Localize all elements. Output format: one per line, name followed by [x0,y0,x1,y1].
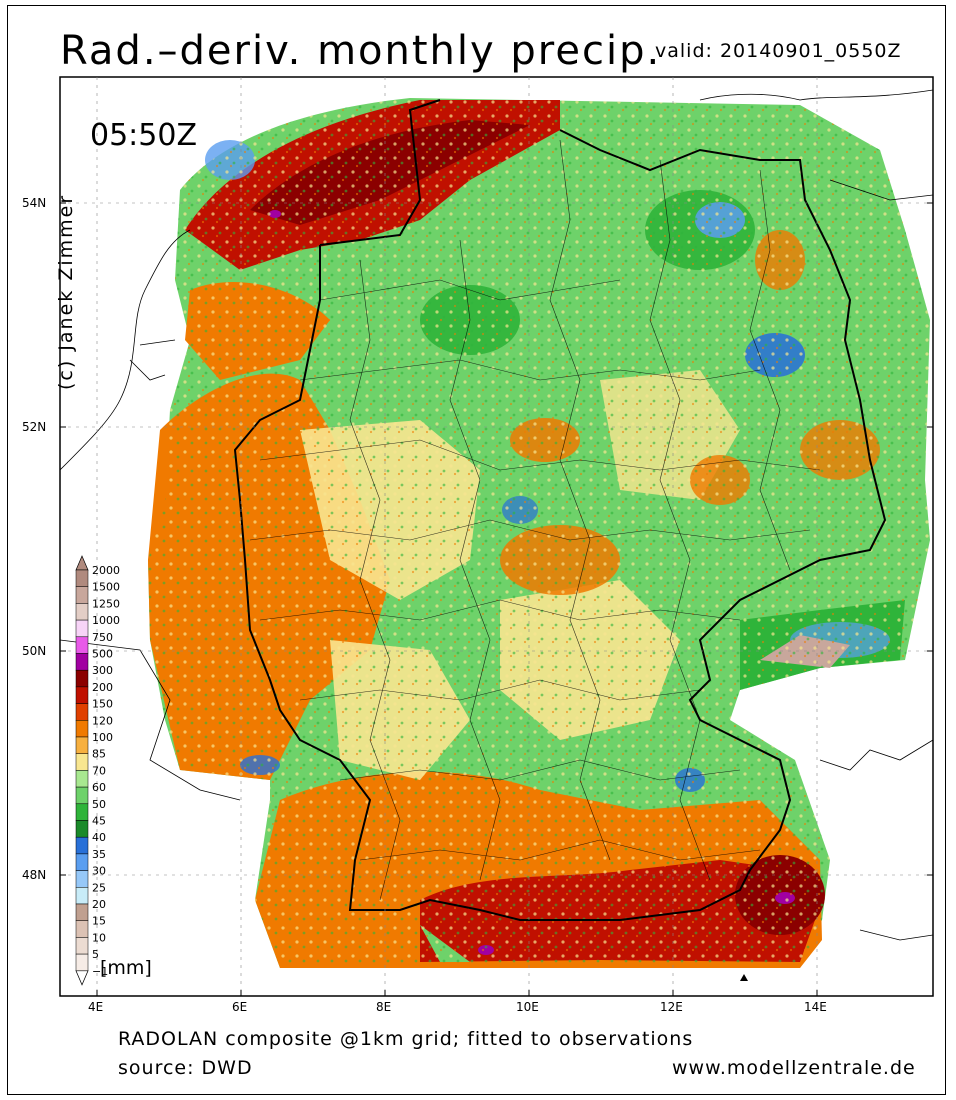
precip-field [60,77,933,996]
legend-level-label: 20 [92,898,106,911]
legend-level-label: 750 [92,631,113,644]
legend-bottom-arrow [75,970,89,986]
valid-time: valid: 20140901_0550Z [655,40,902,62]
lat-label-54n: 54N [22,196,47,210]
legend-swatch [75,786,89,805]
legend-swatch [75,736,89,754]
legend-level-label: 2000 [92,564,120,577]
legend-level-label: 30 [92,865,106,878]
legend-swatch [75,669,89,688]
legend-level-label: 100 [92,731,113,744]
legend-level-label: 150 [92,698,113,711]
legend-swatch [75,887,89,905]
legend-swatch [75,953,89,972]
lat-label-50n: 50N [22,644,47,658]
legend-swatch [75,703,89,721]
legend-level-label: 500 [92,648,113,661]
graticule [60,77,933,996]
outer-coastlines [60,89,933,941]
legend-level-label: 1500 [92,581,120,594]
lon-label-6e: 6E [232,1000,248,1014]
legend-level-label: 45 [92,815,106,828]
legend-level-label: 120 [92,714,113,727]
footer-website: www.modellzentrale.de [672,1057,916,1079]
figure-frame [7,5,946,1095]
legend-swatch [75,803,89,821]
legend-swatch [75,653,89,671]
legend-swatch [75,937,89,955]
legend-swatch [75,820,89,838]
legend-swatch [75,836,89,855]
color-legend: 2000 1500 1250 1000 750 500 300 200 150 120 100 85 7… [75,555,120,986]
legend-swatch [75,870,89,888]
legend-swatch [75,770,89,788]
legend-level-label: 1250 [92,597,120,610]
legend-swatch [75,853,89,871]
copyright-text: (c) Janek Zimmer [55,193,77,390]
legend-unit: [mm] [100,957,152,979]
legend-level-label: −1 [92,965,108,978]
lon-label-14e: 14E [804,1000,827,1014]
legend-swatch [75,720,89,738]
legend-level-label: 60 [92,781,106,794]
legend-swatch [75,586,89,604]
legend-level-label: 5 [92,948,99,961]
footer-source: source: DWD [118,1057,253,1079]
lat-label-48n: 48N [22,868,47,882]
legend-swatch [75,603,89,621]
legend-level-label: 70 [92,764,106,777]
map-title: Rad.–deriv. monthly precip. [60,28,662,74]
legend-level-label: 25 [92,881,106,894]
state-borders [249,139,821,901]
legend-swatch [75,920,89,938]
legend-level-label: 50 [92,798,106,811]
footer-composite-note: RADOLAN composite @1km grid; fitted to o… [118,1028,694,1050]
lon-label-8e: 8E [376,1000,392,1014]
lon-label-10e: 10E [516,1000,539,1014]
legend-swatch [75,686,89,704]
lon-label-12e: 12E [660,1000,683,1014]
legend-swatch [75,903,89,921]
legend-level-label: 10 [92,931,106,944]
legend-swatch [75,636,89,654]
legend-swatch [75,619,89,638]
time-label: 05:50Z [90,118,198,153]
legend-level-label: 200 [92,681,113,694]
legend-level-label: 300 [92,664,113,677]
legend-swatch [75,753,89,771]
legend-level-label: 35 [92,848,106,861]
lon-label-4e: 4E [88,1000,104,1014]
legend-level-label: 1000 [92,614,120,627]
legend-level-label: 85 [92,748,106,761]
legend-swatch [75,569,89,587]
legend-level-label: 15 [92,915,106,928]
country-borders [233,99,887,921]
legend-level-label: 40 [92,831,106,844]
lat-label-52n: 52N [22,420,47,434]
axis-ticks [60,202,933,996]
